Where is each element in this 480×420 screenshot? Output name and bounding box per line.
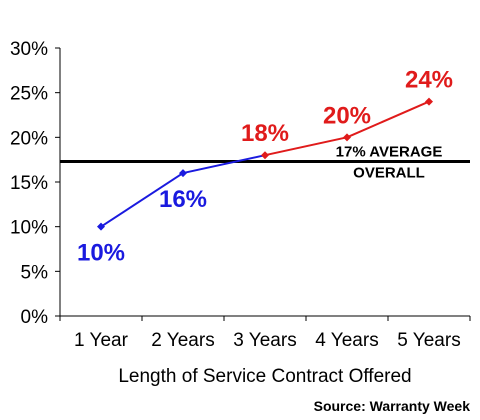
- y-tick-label: 0%: [21, 307, 49, 328]
- y-tick-group: 0% 5% 10% 15% 20% 25% 30%: [10, 39, 60, 328]
- data-value-label: 10%: [77, 240, 125, 267]
- data-value-label: 18%: [241, 120, 289, 147]
- x-tick-group: 1 Year 2 Years 3 Years 4 Years 5 Years: [59, 316, 471, 351]
- data-value-label: 16%: [159, 186, 207, 213]
- data-point-marker: [179, 169, 187, 178]
- series-line-segment: [100, 172, 184, 228]
- y-tick-label: 25%: [10, 84, 48, 105]
- data-point-group: [97, 97, 433, 231]
- y-tick-label: 15%: [10, 173, 48, 194]
- y-tick-label: 10%: [10, 218, 48, 239]
- data-label-group: 10% 16% 18% 20% 24%: [77, 67, 453, 267]
- y-tick-label: 5%: [21, 262, 49, 283]
- data-point-marker: [425, 97, 433, 106]
- source-note: Source: Warranty Week: [313, 398, 470, 414]
- x-tick-label: 2 Years: [151, 330, 214, 351]
- series-line-segment: [264, 136, 348, 157]
- x-tick-label: 3 Years: [233, 330, 296, 351]
- data-point-marker: [97, 222, 105, 231]
- reference-line-group: 17% AVERAGE OVERALL: [60, 143, 470, 181]
- x-tick-label: 4 Years: [315, 330, 378, 351]
- data-value-label: 20%: [323, 102, 371, 129]
- x-tick-label: 1 Year: [74, 330, 129, 351]
- series-line-segments: [100, 100, 430, 228]
- series-line-segment: [346, 100, 430, 139]
- y-tick-label: 30%: [10, 39, 48, 60]
- average-label-line1: 17% AVERAGE: [336, 143, 443, 160]
- x-tick-label: 5 Years: [397, 330, 460, 351]
- average-label-line2: OVERALL: [353, 164, 425, 181]
- x-axis-title: Length of Service Contract Offered: [118, 366, 411, 387]
- data-value-label: 24%: [405, 67, 453, 94]
- series-line-segment: [182, 154, 266, 175]
- y-tick-label: 20%: [10, 128, 48, 149]
- data-point-marker: [343, 133, 351, 142]
- data-point-marker: [261, 151, 269, 160]
